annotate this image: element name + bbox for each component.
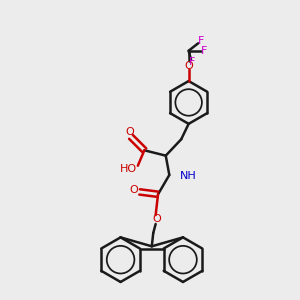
- Text: O: O: [153, 214, 161, 224]
- Text: O: O: [184, 61, 193, 70]
- Text: NH: NH: [180, 172, 196, 182]
- Text: F: F: [188, 57, 195, 67]
- Text: F: F: [201, 46, 207, 56]
- Text: F: F: [198, 36, 204, 46]
- Text: O: O: [129, 185, 138, 195]
- Text: O: O: [126, 127, 134, 137]
- Text: HO: HO: [120, 164, 137, 174]
